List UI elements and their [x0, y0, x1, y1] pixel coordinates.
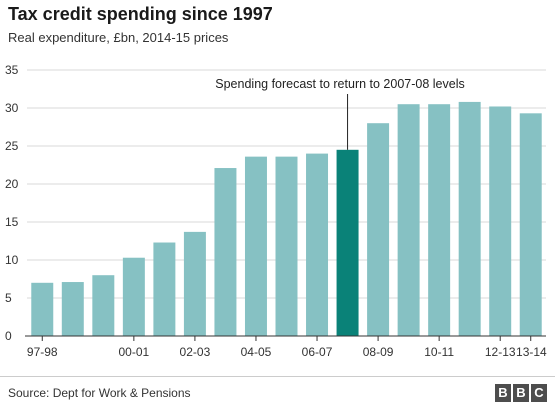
bar: [153, 242, 176, 336]
annotation-text: Spending forecast to return to 2007-08 l…: [215, 77, 464, 91]
footer-divider: [0, 376, 555, 377]
bar: [61, 282, 84, 336]
y-tick-label: 35: [5, 63, 19, 77]
bar: [31, 282, 54, 336]
x-tick-label: 00-01: [119, 345, 150, 359]
y-tick-label: 15: [5, 215, 19, 229]
x-tick-label: 02-03: [180, 345, 211, 359]
bbc-logo: B B C: [495, 384, 547, 402]
x-tick-label: 06-07: [302, 345, 333, 359]
bar: [519, 113, 542, 336]
x-tick-label: 10-11: [424, 345, 454, 359]
source-note: Source: Dept for Work & Pensions: [8, 386, 191, 400]
bar: [244, 156, 267, 336]
bar: [458, 101, 481, 336]
logo-letter-3: C: [531, 384, 547, 402]
x-tick-label: 08-09: [363, 345, 394, 359]
bar: [336, 149, 359, 336]
x-tick-label: 12-13: [485, 345, 516, 359]
logo-letter-1: B: [495, 384, 511, 402]
chart-title: Tax credit spending since 1997: [8, 4, 273, 24]
bar: [397, 104, 420, 336]
bar: [489, 106, 512, 336]
y-tick-label: 25: [5, 139, 19, 153]
y-tick-label: 30: [5, 101, 19, 115]
x-tick-label: 04-05: [241, 345, 272, 359]
bar: [214, 168, 237, 336]
y-tick-label: 10: [5, 253, 19, 267]
y-tick-label: 5: [5, 291, 12, 305]
logo-letter-2: B: [513, 384, 529, 402]
y-tick-label: 20: [5, 177, 19, 191]
bar: [122, 257, 145, 336]
y-tick-label: 0: [5, 329, 12, 343]
bar: [92, 275, 115, 336]
bar: [275, 156, 298, 336]
chart-subtitle: Real expenditure, £bn, 2014-15 prices: [8, 30, 229, 45]
x-tick-label: 13-14: [516, 345, 547, 359]
x-tick-label: 97-98: [27, 345, 58, 359]
bar: [183, 231, 206, 336]
bar: [428, 104, 451, 336]
bar: [367, 123, 390, 336]
bar: [306, 153, 329, 336]
bar-chart-plot: 0 5 10 15 20 25 30 35 97-98 00-01 02-03 04-05 06-07 0…: [5, 63, 547, 359]
